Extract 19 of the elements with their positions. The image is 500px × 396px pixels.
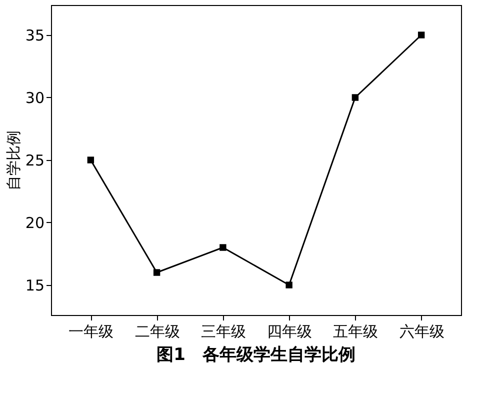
x-tick-label: 二年级 (134, 322, 180, 340)
x-tick-label: 六年级 (399, 322, 444, 340)
y-tick-label: 30 (25, 89, 44, 107)
point (153, 269, 160, 276)
point (87, 156, 94, 164)
point (286, 282, 292, 288)
y-axis-title: 自学比例 (4, 130, 22, 190)
text: 图1 各年级学生自学比例 (156, 345, 356, 365)
y-tick-label: 25 (25, 152, 44, 170)
point (352, 94, 359, 101)
x-tick-label: 五年级 (333, 322, 378, 340)
y-tick-label: 15 (25, 276, 44, 294)
point (220, 244, 226, 251)
y-tick-label: 20 (25, 214, 44, 232)
x-tick-label: 四年级 (267, 322, 312, 340)
x-tick-label: 一年级 (68, 322, 114, 340)
y-tick-label: 35 (25, 26, 44, 44)
point (418, 32, 425, 38)
x-tick-label: 三年级 (200, 322, 246, 340)
